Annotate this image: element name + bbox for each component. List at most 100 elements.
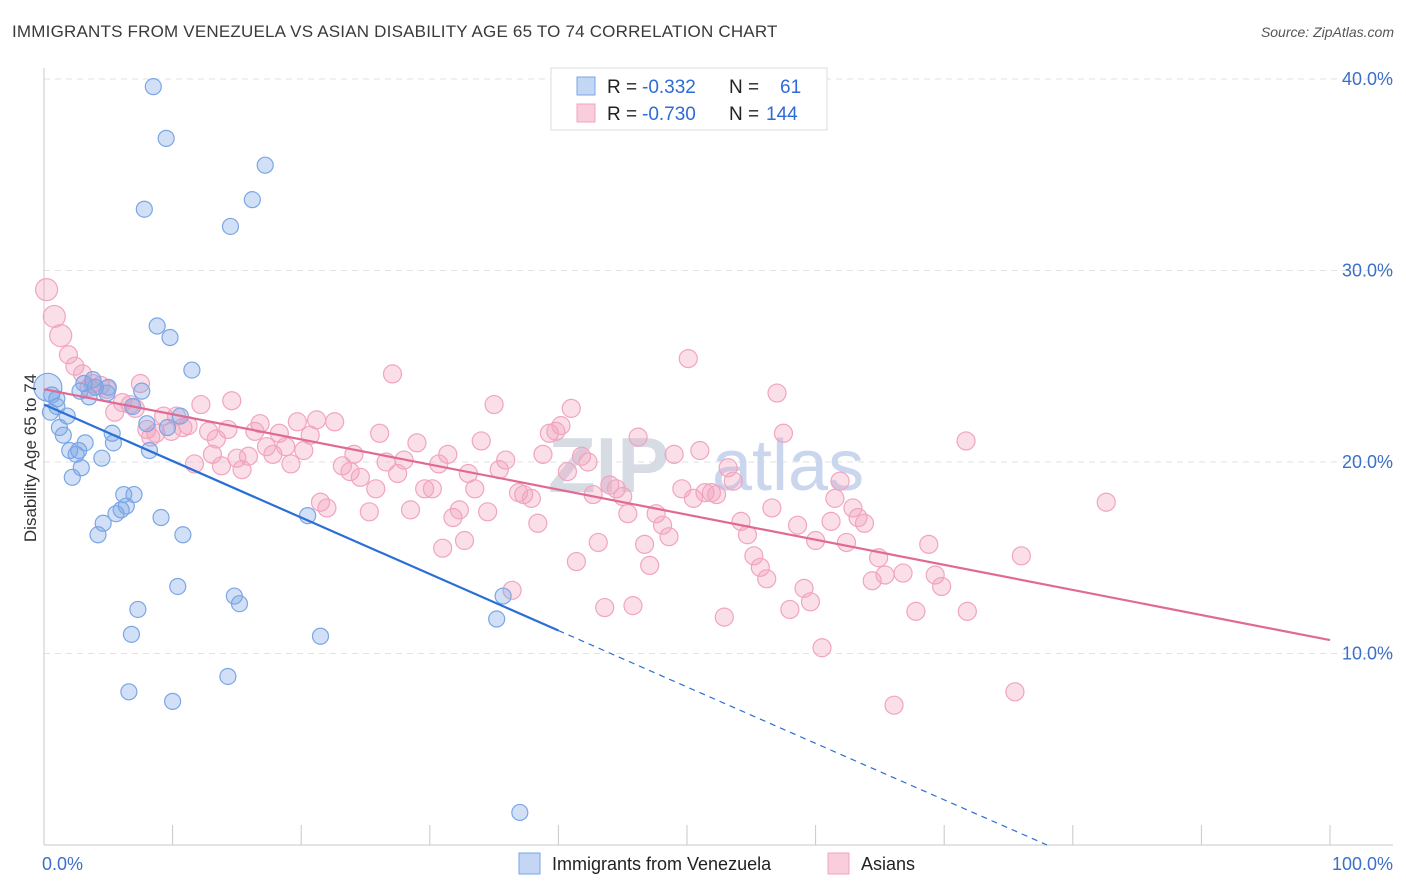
- axes: [43, 68, 1393, 846]
- series-legend: Immigrants from Venezuela Asians: [518, 852, 915, 875]
- asians-point: [281, 454, 301, 474]
- stats-legend: R = -0.332 N = 61 R = -0.730 N = 144: [550, 67, 828, 131]
- venezuela-point: [157, 129, 175, 147]
- venezuela-point: [152, 508, 170, 527]
- series-venezuela-points: [33, 78, 529, 822]
- venezuela-point: [221, 217, 240, 236]
- venezuela-point: [144, 78, 162, 96]
- asians-point: [443, 507, 463, 528]
- asians-point: [906, 601, 926, 621]
- asians-point: [854, 513, 875, 533]
- asians-point: [919, 534, 939, 554]
- legend-n-value: 61: [780, 77, 801, 98]
- venezuela-point: [133, 382, 151, 400]
- asians-point: [238, 446, 259, 466]
- venezuela-point: [256, 156, 274, 174]
- asians-point: [634, 534, 655, 554]
- asians-point: [533, 444, 553, 464]
- asians-point: [578, 452, 598, 472]
- asians-point: [884, 695, 904, 715]
- venezuela-trend-line: [43, 403, 559, 632]
- asians-point: [678, 348, 698, 369]
- venezuela-point: [72, 459, 90, 477]
- asians-point: [256, 437, 277, 457]
- asians-point: [1011, 546, 1031, 566]
- bottom-legend-swatch-venezuela: [518, 852, 541, 875]
- asians-point: [34, 278, 59, 302]
- asians-point: [659, 527, 679, 547]
- asians-point: [370, 423, 390, 443]
- asians-point: [925, 565, 945, 585]
- venezuela-point: [122, 625, 141, 643]
- asians-point: [773, 423, 794, 443]
- asians-point: [141, 427, 161, 447]
- venezuela-point: [125, 485, 143, 504]
- asians-point: [211, 456, 232, 476]
- asians-point: [566, 551, 587, 572]
- asians-point: [546, 421, 566, 441]
- asians-point: [1096, 492, 1116, 512]
- venezuela-point: [94, 514, 112, 532]
- asians-point: [557, 461, 578, 482]
- y-tick-label: 40.0%: [1342, 69, 1393, 89]
- venezuela-point: [158, 418, 177, 437]
- venezuela-point: [494, 587, 512, 605]
- venezuela-point: [311, 627, 330, 645]
- asians-point: [750, 557, 770, 577]
- venezuela-point: [120, 683, 138, 701]
- venezuela-point: [511, 803, 529, 822]
- y-tick-label: 10.0%: [1342, 644, 1393, 664]
- legend-r-value: -0.332: [642, 77, 696, 98]
- legend-r-value: -0.730: [642, 104, 696, 125]
- venezuela-trend-extension: [558, 629, 1048, 846]
- asians-point: [690, 440, 710, 461]
- asians-point: [359, 502, 379, 522]
- venezuela-point: [93, 449, 111, 467]
- legend-swatch-venezuela: [576, 76, 596, 96]
- asians-point: [628, 427, 648, 447]
- asians-point: [49, 324, 73, 348]
- asians-point: [836, 532, 857, 553]
- trend-lines: [43, 388, 1331, 846]
- x-tick-labels: 0.0% 100.0%: [42, 854, 1393, 874]
- asians-point: [307, 410, 327, 430]
- asians-point: [683, 488, 704, 508]
- venezuela-point: [135, 200, 153, 218]
- venezuela-point: [129, 600, 147, 619]
- asians-point: [588, 532, 608, 553]
- venezuela-point: [161, 328, 179, 347]
- asians-point: [449, 500, 469, 520]
- asians-point: [714, 607, 734, 627]
- asians-point: [422, 479, 442, 499]
- y-tick-label: 20.0%: [1342, 452, 1393, 472]
- x-tick-label: 100.0%: [1332, 854, 1393, 874]
- asians-point: [465, 479, 485, 499]
- y-tick-labels: 10.0% 20.0% 30.0% 40.0%: [1342, 69, 1393, 664]
- venezuela-point: [174, 526, 192, 544]
- asians-point: [317, 498, 337, 518]
- asians-point: [932, 576, 952, 597]
- asians-point: [893, 563, 913, 583]
- asians-point: [366, 479, 386, 499]
- legend-r-label: R =: [607, 104, 637, 125]
- legend-n-label: N =: [729, 77, 759, 98]
- asians-point: [250, 414, 270, 434]
- asians-point: [454, 530, 475, 551]
- legend-r-label: R =: [607, 77, 637, 98]
- venezuela-point: [76, 434, 94, 452]
- asians-point: [957, 601, 977, 621]
- venezuela-point: [164, 692, 182, 710]
- source-note: Source: ZipAtlas.com: [1260, 24, 1394, 40]
- asians-point: [780, 599, 800, 620]
- asians-point: [787, 515, 808, 535]
- asians-point: [484, 394, 504, 415]
- asians-point: [325, 412, 345, 432]
- venezuela-point: [138, 415, 156, 433]
- asians-point: [496, 450, 516, 470]
- y-axis-label: Disability Age 65 to 74: [21, 374, 40, 542]
- asians-point: [471, 431, 491, 451]
- asians-point: [618, 504, 638, 524]
- legend-n-value: 144: [766, 104, 798, 125]
- bottom-legend-swatch-asians: [827, 852, 850, 875]
